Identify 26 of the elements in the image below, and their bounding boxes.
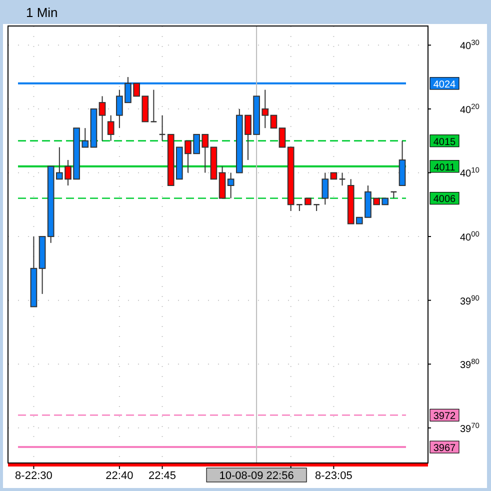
ref-line-label: 4015 (433, 136, 456, 148)
y-tick-label: 40$^{20}$ (460, 101, 480, 116)
y-tick-label: 40$^{10}$ (460, 165, 480, 180)
text: 10-08-09 22:56 (219, 470, 294, 482)
ref-line-label: 3967 (433, 443, 456, 454)
ref-line-label: 4011 (434, 162, 456, 174)
candlestick (270, 114, 278, 129)
candlestick (98, 96, 106, 142)
x-tick-label: 8-23:05 (315, 470, 352, 482)
chart-title: 1 Min (26, 5, 58, 20)
y-tick-label: 39$^{70}$ (460, 420, 480, 435)
candlestick (150, 89, 158, 122)
y-tick-label: 39$^{80}$ (460, 356, 480, 372)
candlestick (107, 114, 114, 142)
y-tick-label: 40$^{00}$ (460, 229, 480, 244)
y-tick-label: 39$^{90}$ (460, 292, 480, 308)
candlestick (322, 172, 329, 206)
candlestick (227, 172, 234, 199)
y-tick-label: 40$^{30}$ (460, 38, 480, 52)
ref-line-label: 4006 (433, 194, 456, 206)
x-tick-label: 22:40 (106, 470, 134, 482)
x-tick-label: 22:45 (148, 470, 176, 482)
ref-line-label: 3972 (433, 411, 456, 422)
x-tick-label: 8-22:30 (15, 470, 52, 482)
ref-line-label: 4024 (433, 79, 456, 90)
candlestick (278, 128, 286, 148)
